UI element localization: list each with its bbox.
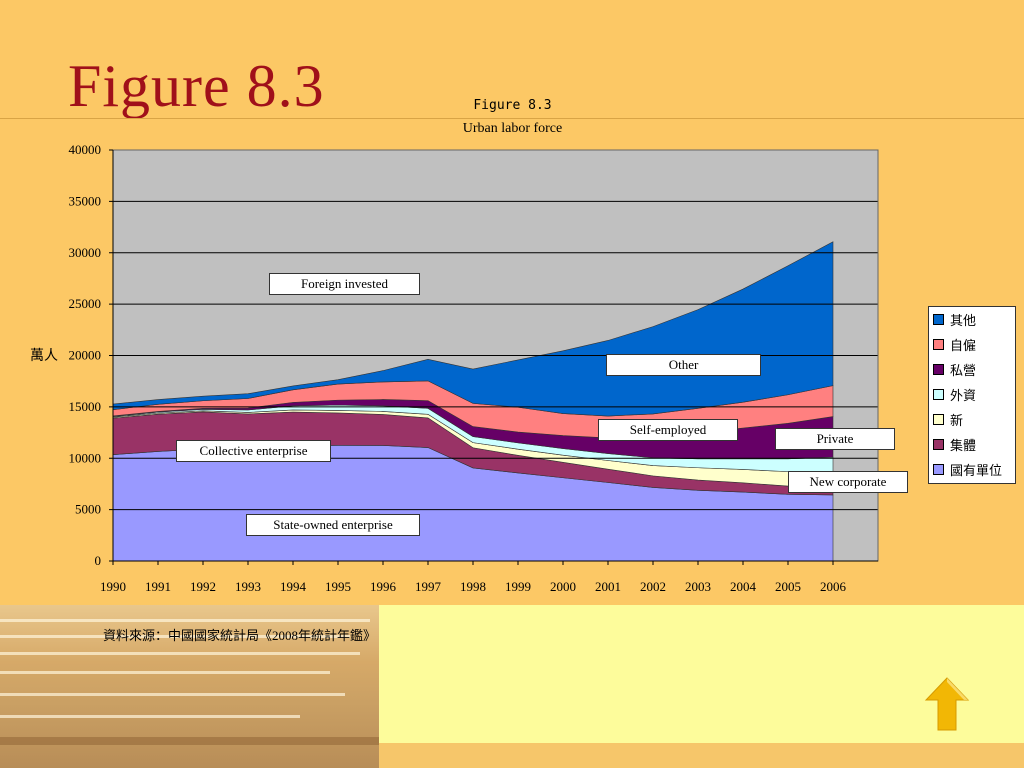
legend-label-5: 集體: [950, 439, 977, 454]
x-tick-label-15: 2005: [775, 579, 801, 594]
legend-swatch-0: [933, 314, 944, 325]
x-tick-label-6: 1996: [370, 579, 397, 594]
x-tick-label-2: 1992: [190, 579, 216, 594]
up-arrow-icon[interactable]: [924, 676, 970, 732]
y-tick-label-2: 10000: [69, 450, 102, 465]
footer-strip: [379, 743, 1024, 768]
title-divider: [0, 118, 1024, 119]
y-tick-label-6: 30000: [69, 245, 102, 260]
legend-item-3: 外資: [929, 382, 1015, 407]
source-note: 資料來源：中國國家統計局《2008年統計年鑑》: [103, 628, 377, 643]
annotation-foreign-invested: Foreign invested: [269, 273, 420, 295]
chart-title: Figure 8.3: [473, 98, 552, 113]
legend-swatch-1: [933, 339, 944, 350]
legend-label-0: 其他: [950, 314, 977, 329]
legend-label-1: 自僱: [950, 339, 977, 354]
x-tick-label-10: 2000: [550, 579, 576, 594]
x-tick-label-11: 2001: [595, 579, 621, 594]
y-tick-label-1: 5000: [75, 502, 101, 517]
x-tick-label-9: 1999: [505, 579, 531, 594]
legend-item-4: 新: [929, 407, 1015, 432]
annotation-collective-enterprise: Collective enterprise: [176, 440, 331, 462]
legend-label-4: 新: [950, 414, 964, 429]
x-tick-label-3: 1993: [235, 579, 261, 594]
x-tick-label-12: 2002: [640, 579, 666, 594]
x-tick-label-5: 1995: [325, 579, 351, 594]
annotation-self-employed: Self-employed: [598, 419, 738, 441]
chart-legend: 其他自僱私營外資新集體國有單位: [928, 306, 1016, 484]
x-tick-label-1: 1991: [145, 579, 171, 594]
x-tick-label-4: 1994: [280, 579, 307, 594]
x-tick-label-0: 1990: [100, 579, 126, 594]
legend-label-3: 外資: [950, 389, 977, 404]
x-tick-label-7: 1997: [415, 579, 442, 594]
y-tick-label-0: 0: [95, 553, 102, 568]
x-tick-label-16: 2006: [820, 579, 847, 594]
y-tick-label-7: 35000: [69, 193, 102, 208]
y-tick-label-8: 40000: [69, 142, 102, 157]
annotation-state-owned-enterprise: State-owned enterprise: [246, 514, 420, 536]
decorative-books-image: [0, 605, 379, 768]
y-axis-label: 萬人: [30, 348, 58, 364]
annotation-other: Other: [606, 354, 761, 376]
x-tick-label-13: 2003: [685, 579, 711, 594]
chart-subtitle: Urban labor force: [462, 121, 563, 136]
legend-label-6: 國有單位: [950, 464, 1003, 479]
legend-swatch-5: [933, 439, 944, 450]
legend-swatch-2: [933, 364, 944, 375]
annotation-new-corporate: New corporate: [788, 471, 908, 493]
legend-item-1: 自僱: [929, 332, 1015, 357]
legend-item-2: 私營: [929, 357, 1015, 382]
legend-item-0: 其他: [929, 307, 1015, 332]
y-tick-label-3: 15000: [69, 399, 102, 414]
legend-swatch-6: [933, 464, 944, 475]
y-tick-label-5: 25000: [69, 296, 102, 311]
slide-title: Figure 8.3: [68, 53, 325, 119]
legend-swatch-4: [933, 414, 944, 425]
footer-panel: [379, 605, 1024, 743]
legend-item-5: 集體: [929, 432, 1015, 457]
legend-swatch-3: [933, 389, 944, 400]
x-tick-label-8: 1998: [460, 579, 486, 594]
annotation-private: Private: [775, 428, 895, 450]
y-tick-label-4: 20000: [69, 348, 102, 363]
stacked-area-chart: 0 5000 10000 15000 20000 25000 30000 35000 40000…: [30, 142, 879, 594]
legend-label-2: 私營: [950, 364, 977, 379]
x-tick-label-14: 2004: [730, 579, 757, 594]
legend-item-6: 國有單位: [929, 457, 1015, 482]
